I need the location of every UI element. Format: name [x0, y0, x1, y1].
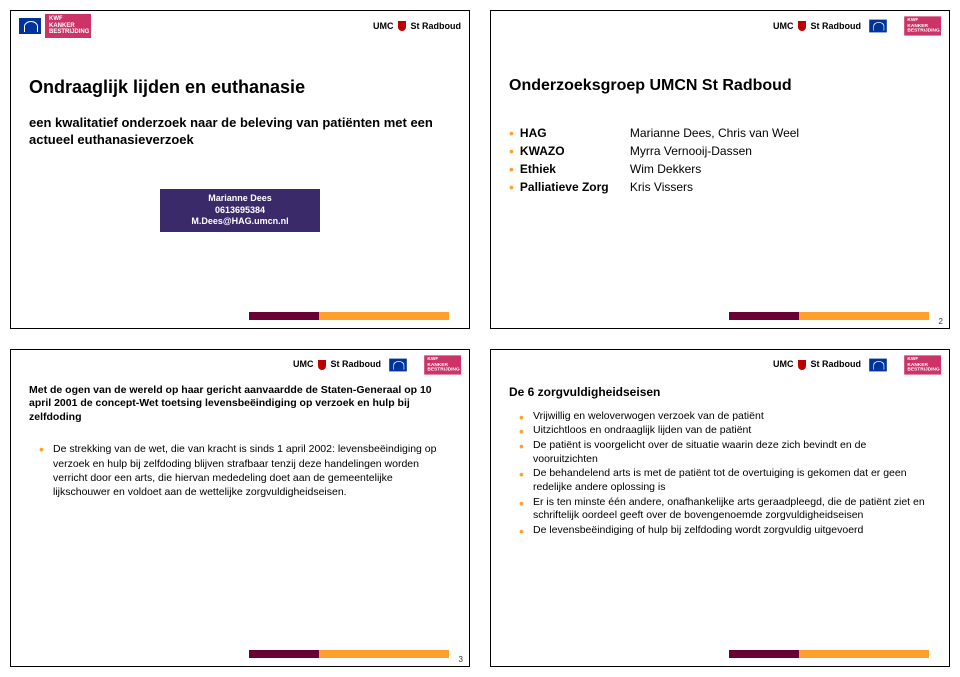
- slide-4: UMC St Radboud KWF KANKER BESTRIJDING De…: [490, 349, 950, 668]
- slide-header: UMC St Radboud KWF KANKER BESTRIJDING: [491, 350, 949, 378]
- row-key: HAG: [520, 125, 630, 141]
- slide-footer: [11, 314, 469, 328]
- slide1-subtitle: een kwalitatief onderzoek naar de belevi…: [29, 115, 451, 149]
- umc-suffix: St Radboud: [811, 21, 862, 31]
- slide-body: Onderzoeksgroep UMCN St Radboud •HAGMari…: [491, 39, 949, 314]
- slide-2: UMC St Radboud KWF KANKER BESTRIJDING On…: [490, 10, 950, 329]
- logo-left: KWF KANKER BESTRIJDING: [19, 14, 91, 38]
- row-key: Palliatieve Zorg: [520, 179, 630, 195]
- kwf-logo: KWF KANKER BESTRIJDING: [45, 14, 91, 38]
- slide2-title: Onderzoeksgroep UMCN St Radboud: [509, 75, 931, 97]
- kwf-logo: KWF KANKER BESTRIJDING: [904, 16, 941, 35]
- list-item: Vrijwillig en weloverwogen verzoek van d…: [523, 410, 931, 424]
- author-email: M.Dees@HAG.umcn.nl: [166, 216, 314, 228]
- footer-bar: [729, 312, 929, 320]
- umc-prefix: UMC: [373, 21, 394, 31]
- row-key: KWAZO: [520, 143, 630, 159]
- slide-header: UMC St Radboud KWF KANKER BESTRIJDING: [11, 350, 469, 378]
- slide1-title: Ondraaglijk lijden en euthanasie: [29, 75, 451, 99]
- row-val: Wim Dekkers: [630, 161, 931, 177]
- umc-logo: UMC St Radboud: [773, 359, 861, 370]
- author-phone: 0613695384: [166, 205, 314, 217]
- kwf-l1: KWF: [49, 16, 63, 22]
- umc-suffix: St Radboud: [411, 21, 462, 31]
- slide4-title: De 6 zorgvuldigheidseisen: [509, 384, 931, 400]
- kwf-icon: [869, 20, 887, 33]
- slide-1: KWF KANKER BESTRIJDING UMC St Radboud On…: [10, 10, 470, 329]
- shield-icon: [398, 21, 406, 31]
- slide-body: Ondraaglijk lijden en euthanasie een kwa…: [11, 39, 469, 314]
- slide3-list: De strekking van de wet, die van kracht …: [29, 442, 451, 499]
- list-item: Uitzichtloos en ondraaglijk lijden van d…: [523, 424, 931, 438]
- umc-logo: UMC St Radboud: [373, 21, 461, 32]
- kwf-l3: BESTRIJDING: [49, 29, 89, 35]
- slide-3: UMC St Radboud KWF KANKER BESTRIJDING Me…: [10, 349, 470, 668]
- list-item: De behandelend arts is met de patiënt to…: [523, 467, 931, 494]
- list-item: De levensbeëindiging of hulp bij zelfdod…: [523, 524, 931, 538]
- slide-footer: 3: [11, 652, 469, 666]
- shield-icon: [798, 21, 806, 31]
- slide-body: De 6 zorgvuldigheidseisen Vrijwillig en …: [491, 378, 949, 653]
- footer-bar: [249, 312, 449, 320]
- row-key: Ethiek: [520, 161, 630, 177]
- slide3-heading: Met de ogen van de wereld op haar gerich…: [29, 384, 451, 425]
- slide-body: Met de ogen van de wereld op haar gerich…: [11, 378, 469, 653]
- umc-logo: UMC St Radboud: [773, 21, 861, 32]
- slide-header: KWF KANKER BESTRIJDING UMC St Radboud: [11, 11, 469, 39]
- slide3-bullet: De strekking van de wet, die van kracht …: [43, 442, 451, 499]
- footer-bar: [729, 650, 929, 658]
- slide4-list: Vrijwillig en weloverwogen verzoek van d…: [509, 410, 931, 538]
- kwf-icon: [869, 358, 887, 371]
- slide2-rows: •HAGMarianne Dees, Chris van Weel •KWAZO…: [509, 125, 931, 196]
- kwf-icon: [19, 18, 41, 34]
- slide-footer: 2: [491, 314, 949, 328]
- page-number: 2: [939, 317, 943, 326]
- shield-icon: [798, 360, 806, 370]
- shield-icon: [318, 360, 326, 370]
- author-name: Marianne Dees: [166, 193, 314, 205]
- footer-bar: [249, 650, 449, 658]
- umc-prefix: UMC: [773, 21, 794, 31]
- page-number: 3: [459, 655, 463, 664]
- kwf-l2: KANKER: [49, 23, 75, 29]
- slide-footer: [491, 652, 949, 666]
- list-item: Er is ten minste één andere, onafhankeli…: [523, 496, 931, 523]
- kwf-logo: KWF KANKER BESTRIJDING: [904, 355, 941, 374]
- umc-logo: UMC St Radboud: [293, 359, 381, 370]
- kwf-logo: KWF KANKER BESTRIJDING: [424, 355, 461, 374]
- list-item: De patiënt is voorgelicht over de situat…: [523, 439, 931, 466]
- row-val: Marianne Dees, Chris van Weel: [630, 125, 931, 141]
- row-val: Myrra Vernooij-Dassen: [630, 143, 931, 159]
- author-box: Marianne Dees 0613695384 M.Dees@HAG.umcn…: [160, 189, 320, 232]
- row-val: Kris Vissers: [630, 179, 931, 195]
- slide-header: UMC St Radboud KWF KANKER BESTRIJDING: [491, 11, 949, 39]
- kwf-icon: [389, 358, 407, 371]
